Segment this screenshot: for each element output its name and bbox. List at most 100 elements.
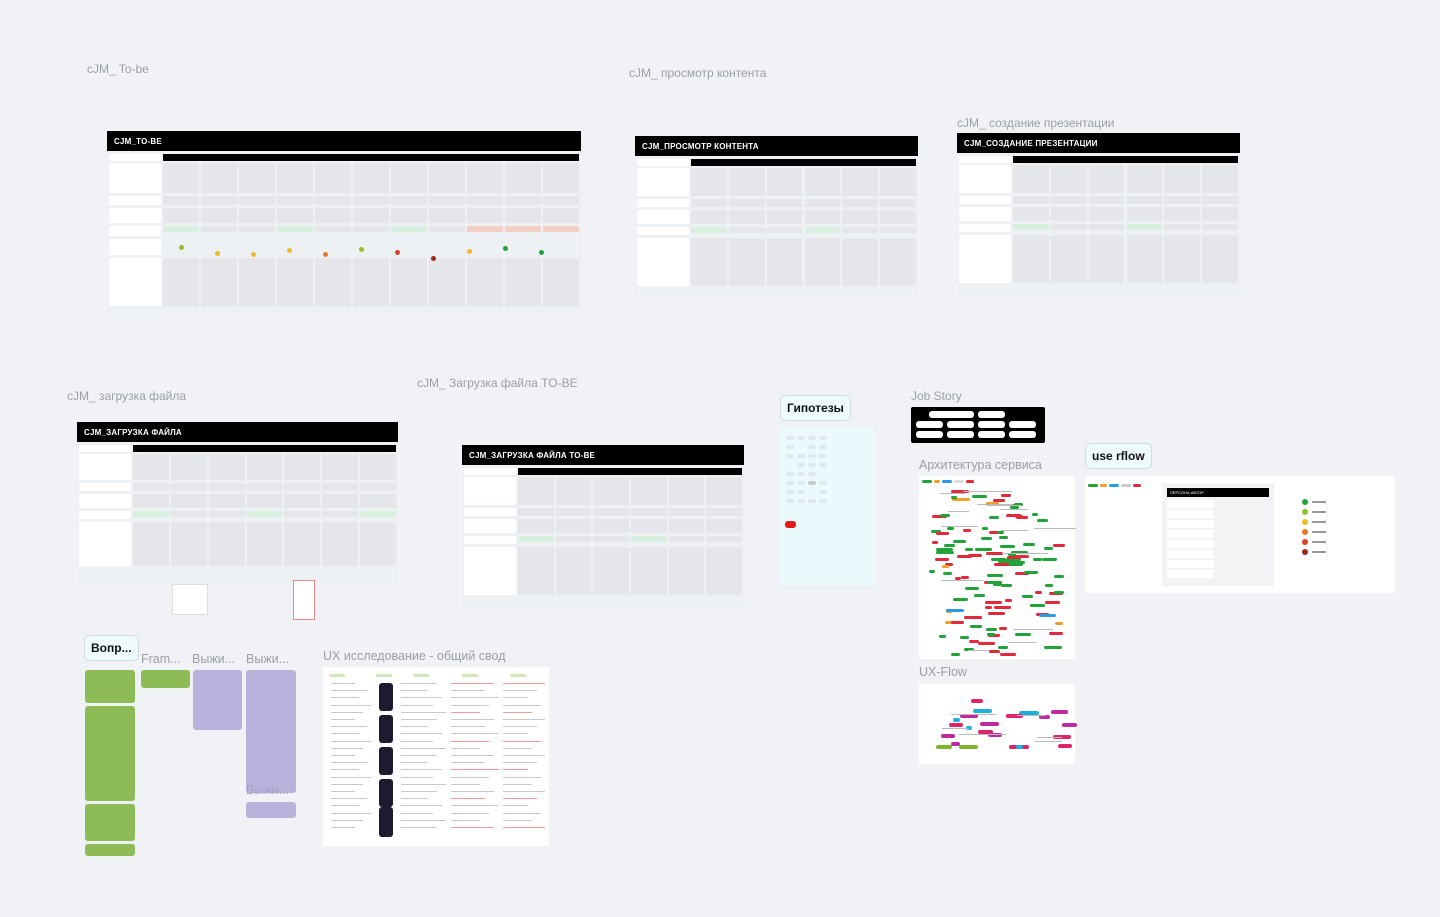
- frame-card[interactable]: [141, 670, 190, 688]
- cjm-presentation-frame[interactable]: CJM_СОЗДАНИЕ ПРЕЗЕНТАЦИИ: [957, 133, 1240, 297]
- text-line: [503, 711, 533, 713]
- diagram-node: [1014, 502, 1024, 506]
- persona-header: ПЕРСОНА АВТОР: [1167, 488, 1269, 497]
- job-story-label[interactable]: Job Story: [911, 389, 962, 403]
- persona-field: [1167, 540, 1214, 548]
- ux-flow-label[interactable]: UX-Flow: [919, 665, 967, 679]
- hypothesis-sticker: [797, 454, 805, 458]
- use-rflow-button[interactable]: use rflow: [1085, 443, 1152, 469]
- cjm-upload-to-be-frame[interactable]: CJM_ЗАГРУЗКА ФАЙЛА TO-BE: [462, 445, 744, 608]
- frame-label[interactable]: Fram...: [141, 652, 181, 666]
- question-card[interactable]: [85, 670, 135, 703]
- diagram-node: [951, 498, 970, 502]
- hypothesis-sticker: [819, 499, 827, 503]
- text-line: [401, 805, 442, 807]
- diagram-node: [929, 570, 936, 574]
- screenshot-thumbnail[interactable]: [293, 580, 315, 620]
- cjm-cell: [133, 454, 169, 480]
- survival-card[interactable]: [246, 802, 296, 818]
- cjm-cell: [1126, 165, 1163, 193]
- cjm-to-be-frame[interactable]: CJM_TO-BE: [107, 131, 581, 313]
- emotion-point: [215, 251, 220, 256]
- diagram-node: [960, 635, 969, 639]
- diagram-node: [939, 513, 950, 517]
- cjm-cell: [322, 511, 359, 517]
- diagram-node: [950, 490, 969, 494]
- cjm-cell: [429, 163, 465, 193]
- screenshot: [379, 747, 393, 775]
- persona-field: [1167, 560, 1214, 568]
- ux-research-board[interactable]: [323, 667, 549, 846]
- cjm-cell: [543, 258, 579, 306]
- survival-label-2[interactable]: Выжи...: [246, 652, 290, 666]
- cjm-cell: [706, 508, 742, 516]
- ux-flow-diagram[interactable]: [919, 684, 1077, 764]
- cjm-cell: [391, 208, 427, 223]
- legend-text: [1312, 531, 1326, 533]
- diagram-node: [989, 515, 999, 519]
- survival-card[interactable]: [193, 670, 242, 730]
- cjm-cell: [315, 226, 351, 232]
- hypotheses-panel[interactable]: [780, 428, 874, 585]
- frame-label-cjm-to-be[interactable]: cJM_ To-be: [87, 62, 149, 76]
- survival-label-1[interactable]: Выжи...: [192, 652, 236, 666]
- survival-card[interactable]: [246, 670, 296, 793]
- frame-label-cjm-view[interactable]: cJM_ просмотр контента: [629, 66, 767, 80]
- hypothesis-sticker: [819, 463, 827, 467]
- frame-label-cjm-upload[interactable]: cJM_ загрузка файла: [67, 389, 187, 403]
- cjm-cell: [246, 494, 283, 508]
- diagram-node: [992, 531, 1005, 535]
- diagram-node: [988, 649, 1000, 653]
- hypothesis-sticker: [819, 481, 827, 485]
- emotion-point: [539, 250, 544, 255]
- diagram-node: [946, 609, 964, 613]
- hypothesis-sticker: [786, 445, 794, 449]
- question-card[interactable]: [85, 706, 135, 801]
- architecture-label[interactable]: Архитектура сервиса: [919, 458, 1042, 472]
- cjm-cell: [766, 227, 803, 233]
- row-label: [464, 536, 516, 544]
- question-card[interactable]: [85, 844, 135, 856]
- cjm-cell: [360, 483, 396, 491]
- connector: [941, 580, 984, 582]
- ux-research-label[interactable]: UX исследование - общий свод: [323, 649, 506, 663]
- rflow-panel[interactable]: ПЕРСОНА АВТОР: [1085, 476, 1395, 593]
- question-card[interactable]: [85, 804, 135, 841]
- connector: [1034, 741, 1063, 743]
- cjm-cell: [170, 511, 207, 517]
- cjm-cell: [1088, 165, 1125, 193]
- cjm-cell: [315, 208, 351, 223]
- survival-label-3[interactable]: Выжи...: [246, 783, 290, 797]
- cjm-upload-frame[interactable]: CJM_ЗАГРУЗКА ФАЙЛА: [77, 422, 398, 586]
- frame-label-cjm-presentation[interactable]: cJM_ создание презентации: [957, 116, 1115, 130]
- legend-pill: [934, 480, 940, 483]
- job-story-frame[interactable]: [911, 407, 1045, 443]
- cjm-cell: [728, 227, 765, 233]
- diagram-node: [973, 594, 986, 598]
- text-line: [503, 805, 529, 807]
- diagram-node: [932, 515, 947, 519]
- architecture-diagram[interactable]: [919, 476, 1076, 659]
- flow-node: [1052, 734, 1071, 739]
- flow-node: [979, 722, 999, 727]
- connector: [1013, 629, 1054, 630]
- row-label: [109, 226, 161, 236]
- diagram-node: [998, 627, 1007, 631]
- diagram-node: [986, 552, 1003, 556]
- cjm-cell: [691, 238, 727, 286]
- text-line: [331, 769, 359, 771]
- diagram-node: [1001, 493, 1012, 497]
- cjm-cell: [728, 168, 765, 196]
- text-line: [401, 827, 437, 828]
- diagram-node: [1014, 633, 1031, 637]
- row-label: [79, 483, 131, 491]
- frame-label-cjm-upload-to-be[interactable]: cJM_ Загрузка файла TO-BE: [417, 376, 578, 390]
- row-label: [464, 547, 516, 595]
- screenshot-thumbnail[interactable]: [172, 584, 208, 615]
- hypotheses-button[interactable]: Гипотезы: [780, 395, 851, 421]
- text-line: [451, 755, 495, 756]
- cjm-view-frame[interactable]: CJM_ПРОСМОТР КОНТЕНТА: [635, 136, 918, 299]
- emotion-point: [431, 256, 436, 261]
- questions-button[interactable]: Вопр...: [84, 635, 139, 661]
- cjm-cell: [1202, 207, 1238, 221]
